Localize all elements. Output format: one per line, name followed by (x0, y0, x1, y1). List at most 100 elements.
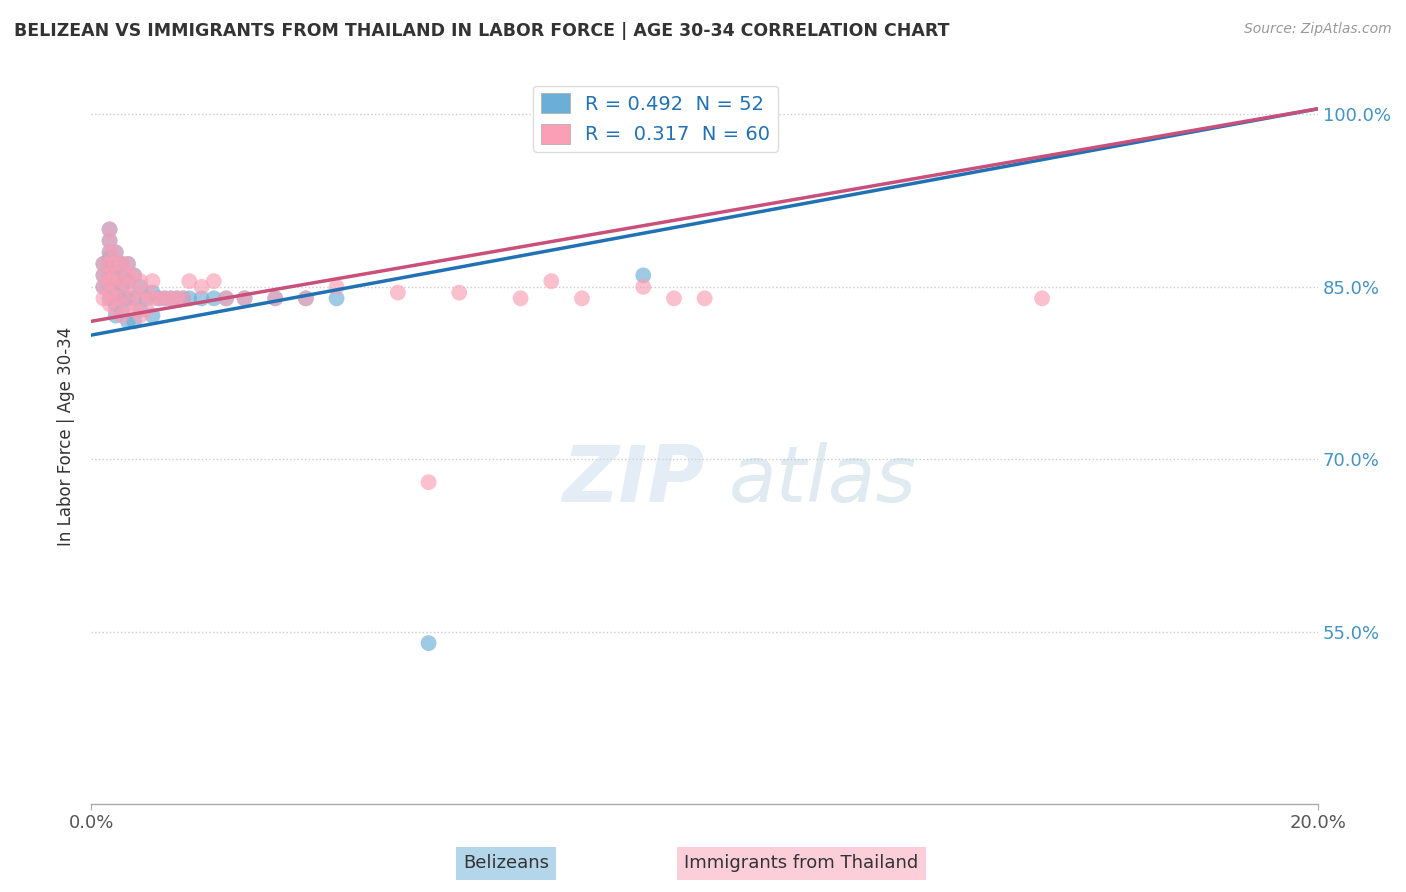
Point (98, 257, 121, 271)
Point (122, 314, 145, 328)
Point (135, 302, 157, 317)
Point (153, 291, 176, 305)
Text: ZIP: ZIP (562, 442, 704, 518)
Legend: R = 0.492  N = 52, R =  0.317  N = 60: R = 0.492 N = 52, R = 0.317 N = 60 (533, 86, 778, 152)
Point (166, 291, 188, 305)
Point (633, 268, 655, 283)
Point (98, 245, 121, 260)
Point (104, 268, 127, 283)
Point (98, 245, 121, 260)
Point (571, 291, 593, 305)
Point (295, 291, 318, 305)
Point (233, 291, 256, 305)
Point (325, 280, 347, 294)
Point (93, 291, 115, 305)
Point (111, 257, 134, 271)
Point (111, 302, 134, 317)
Point (172, 291, 194, 305)
Point (98, 222, 121, 236)
Point (129, 291, 152, 305)
Point (93, 257, 115, 271)
Point (104, 268, 127, 283)
Point (179, 274, 201, 288)
Point (215, 291, 238, 305)
Point (117, 280, 139, 294)
Point (141, 285, 163, 300)
Point (111, 309, 134, 323)
Point (166, 291, 188, 305)
Point (325, 291, 347, 305)
Point (141, 291, 163, 305)
Point (190, 291, 212, 305)
Point (1031, 291, 1053, 305)
Point (104, 291, 127, 305)
Point (160, 291, 183, 305)
Point (202, 291, 225, 305)
Point (111, 268, 134, 283)
Point (418, 475, 440, 490)
Point (93, 268, 115, 283)
Point (98, 291, 121, 305)
Point (111, 274, 134, 288)
Point (693, 291, 716, 305)
Point (104, 302, 127, 317)
Text: BELIZEAN VS IMMIGRANTS FROM THAILAND IN LABOR FORCE | AGE 30-34 CORRELATION CHAR: BELIZEAN VS IMMIGRANTS FROM THAILAND IN … (14, 22, 949, 40)
Point (104, 274, 127, 288)
Point (179, 291, 201, 305)
Point (98, 262, 121, 277)
Y-axis label: In Labor Force | Age 30-34: In Labor Force | Age 30-34 (58, 326, 75, 546)
Point (104, 280, 127, 294)
Point (98, 274, 121, 288)
Point (104, 245, 127, 260)
Point (122, 285, 145, 300)
Point (233, 291, 256, 305)
Point (122, 291, 145, 305)
Point (387, 285, 409, 300)
Point (93, 280, 115, 294)
Point (141, 274, 163, 288)
Point (98, 251, 121, 265)
Point (215, 291, 238, 305)
Point (98, 280, 121, 294)
Point (129, 302, 152, 317)
Text: atlas: atlas (730, 442, 917, 518)
Point (160, 291, 183, 305)
Point (98, 222, 121, 236)
Point (117, 314, 139, 328)
Point (111, 257, 134, 271)
Point (98, 257, 121, 271)
Text: Source: ZipAtlas.com: Source: ZipAtlas.com (1244, 22, 1392, 37)
Point (98, 268, 121, 283)
Point (111, 291, 134, 305)
Point (117, 297, 139, 311)
Point (295, 291, 318, 305)
Point (98, 234, 121, 248)
Point (93, 268, 115, 283)
Point (98, 297, 121, 311)
Point (104, 257, 127, 271)
Point (111, 291, 134, 305)
Point (129, 309, 152, 323)
Point (264, 291, 287, 305)
Text: Immigrants from Thailand: Immigrants from Thailand (685, 855, 918, 872)
Point (264, 291, 287, 305)
Point (153, 291, 176, 305)
Point (117, 257, 139, 271)
Point (172, 291, 194, 305)
Point (98, 268, 121, 283)
Point (98, 285, 121, 300)
Point (122, 268, 145, 283)
Point (111, 280, 134, 294)
Point (98, 234, 121, 248)
Point (122, 268, 145, 283)
Point (122, 302, 145, 317)
Point (148, 291, 170, 305)
Point (104, 245, 127, 260)
Point (93, 257, 115, 271)
Point (104, 291, 127, 305)
Point (509, 291, 531, 305)
Point (148, 291, 170, 305)
Text: Belizeans: Belizeans (463, 855, 550, 872)
Point (93, 280, 115, 294)
Point (104, 257, 127, 271)
